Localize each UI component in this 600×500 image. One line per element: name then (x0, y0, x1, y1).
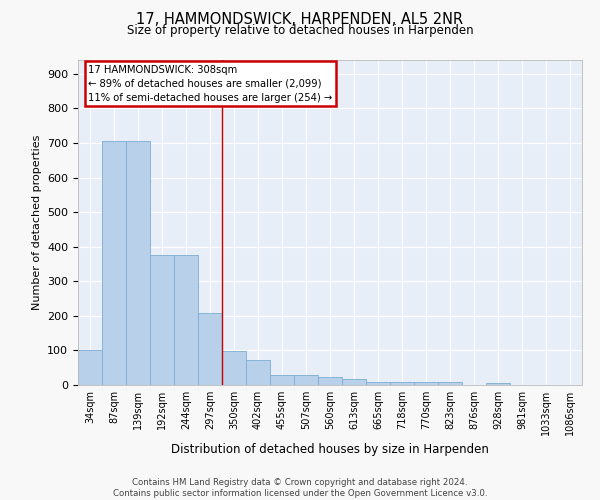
Text: Size of property relative to detached houses in Harpenden: Size of property relative to detached ho… (127, 24, 473, 37)
X-axis label: Distribution of detached houses by size in Harpenden: Distribution of detached houses by size … (171, 444, 489, 456)
Bar (270, 374, 294, 385)
Bar (318, 378, 342, 385)
Y-axis label: Number of detached properties: Number of detached properties (32, 135, 41, 310)
Bar (78, 350, 102, 385)
Bar (486, 384, 510, 385)
Bar (438, 382, 462, 385)
Bar (366, 382, 390, 385)
Bar (294, 374, 318, 385)
Bar (150, 256, 174, 385)
Bar (174, 256, 198, 385)
Bar (342, 379, 366, 385)
Bar (246, 360, 270, 385)
Bar (222, 352, 246, 385)
Text: 17 HAMMONDSWICK: 308sqm
← 89% of detached houses are smaller (2,099)
11% of semi: 17 HAMMONDSWICK: 308sqm ← 89% of detache… (88, 65, 332, 103)
Bar (390, 382, 414, 385)
Bar (126, 140, 150, 385)
Bar (102, 140, 126, 385)
Text: Contains HM Land Registry data © Crown copyright and database right 2024.
Contai: Contains HM Land Registry data © Crown c… (113, 478, 487, 498)
Bar (414, 382, 438, 385)
Text: 17, HAMMONDSWICK, HARPENDEN, AL5 2NR: 17, HAMMONDSWICK, HARPENDEN, AL5 2NR (136, 12, 464, 28)
Bar (198, 314, 222, 385)
